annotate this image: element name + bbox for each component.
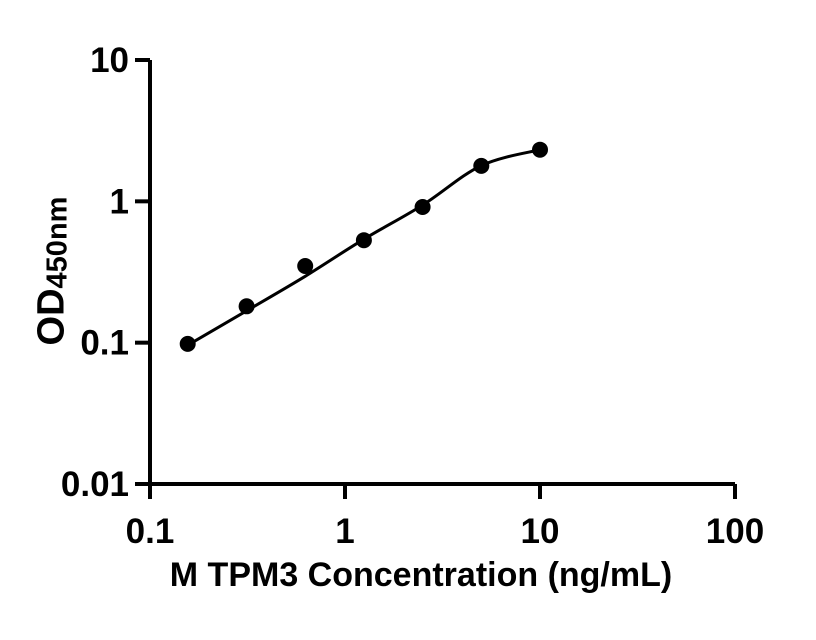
standard-curve-data-point (473, 157, 490, 174)
standard-curve-data-point (414, 199, 431, 215)
standard-curve-data-point (297, 258, 314, 274)
y-axis-title-subscript: 450nm (41, 196, 74, 289)
y-axis-tick-label: 10 (90, 41, 129, 80)
y-axis-tick-label: 1 (110, 182, 129, 221)
standard-curve-data-point (179, 335, 196, 352)
y-axis-title-main: OD (30, 288, 73, 346)
y-axis-tick-label: 0.01 (61, 465, 129, 504)
standard-curve-data-point (355, 232, 372, 249)
x-axis-tick-label: 100 (706, 512, 764, 551)
y-axis-tick-label: 0.1 (80, 324, 129, 363)
x-axis-title: M TPM3 Concentration (ng/mL) (169, 556, 673, 594)
x-axis-tick-label: 10 (521, 512, 560, 551)
standard-curve-data-point (238, 298, 255, 315)
y-axis-title: OD450nm (31, 197, 74, 346)
x-axis-tick-label: 1 (335, 512, 354, 551)
x-axis-tick-label: 0.1 (126, 512, 175, 551)
standard-curve-data-point (532, 141, 548, 158)
